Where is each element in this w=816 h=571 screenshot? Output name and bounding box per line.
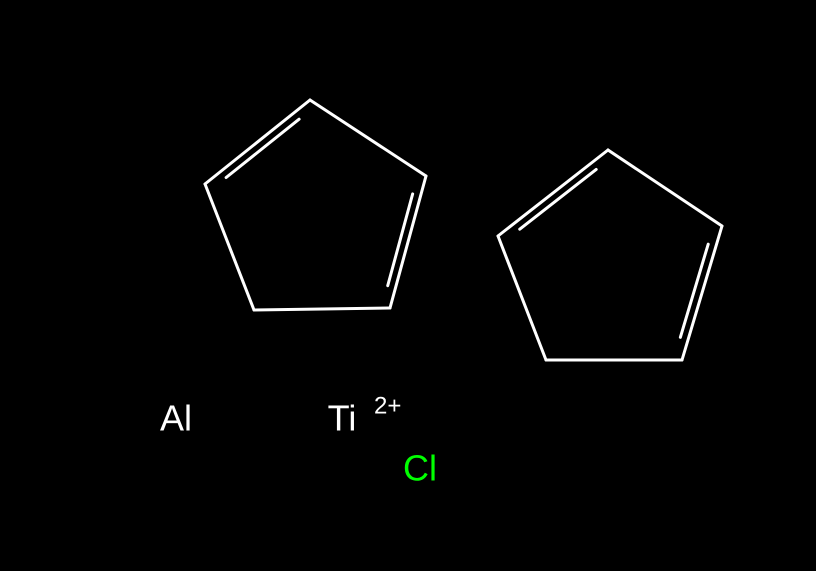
molecule-diagram: Al Ti 2+ Cl (0, 0, 816, 571)
atom-cl: Cl (403, 448, 437, 489)
atom-ti-charge: 2+ (374, 393, 401, 420)
ring-left-bond-3 (254, 308, 390, 310)
atom-al: Al (160, 398, 192, 439)
atom-ti: Ti (328, 398, 357, 439)
